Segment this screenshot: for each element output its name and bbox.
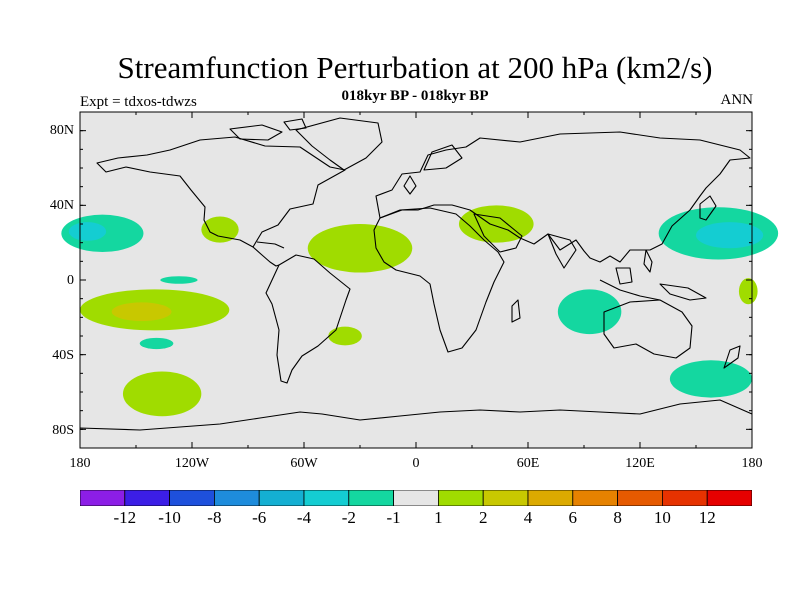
coastlines <box>79 117 753 431</box>
colorbar-box-2 <box>124 490 170 506</box>
contour-region-14 <box>122 371 202 417</box>
colorbar-label: 10 <box>653 508 671 527</box>
colorbar-box-13 <box>617 490 663 506</box>
axis-ticks <box>79 112 753 448</box>
lat-label-80s: 80S <box>52 423 74 438</box>
contour-fills <box>61 205 779 417</box>
lon-label-60w: 60W <box>290 456 318 471</box>
colorbar-box-4 <box>213 490 260 506</box>
colorbar-label: 8 <box>613 508 622 527</box>
contour-region-12 <box>328 326 362 346</box>
experiment-label: Expt = tdxos-tdwzs <box>80 94 197 110</box>
colorbar-label: -10 <box>158 508 181 527</box>
colorbar-label: -2 <box>341 508 356 527</box>
colorbar-label: -4 <box>296 508 312 527</box>
colorbar-label: 2 <box>478 508 488 527</box>
contour-region-16 <box>738 278 758 305</box>
contour-region-4 <box>307 224 413 273</box>
colorbar-label: 1 <box>434 508 443 527</box>
lon-label-60e: 60E <box>516 456 540 471</box>
season-label: ANN <box>720 92 754 108</box>
colorbar-label: -1 <box>386 508 401 527</box>
contour-region-15 <box>669 360 752 398</box>
plot-subtitle: 018kyr BP - 018kyr BP <box>341 88 489 104</box>
contour-region-7 <box>696 222 764 249</box>
colorbar-box-9 <box>437 490 484 506</box>
contour-region-8 <box>160 276 198 284</box>
lat-label-eq: 0 <box>67 273 74 288</box>
colorbar-box-15 <box>706 490 752 506</box>
colorbar-box-7 <box>348 490 394 506</box>
colorbar-box-3 <box>169 490 215 506</box>
contour-region-5 <box>458 205 534 243</box>
colorbar-label: -12 <box>113 508 137 527</box>
contour-region-2 <box>68 222 107 241</box>
colorbar-label: -6 <box>252 508 267 527</box>
colorbar-label: -8 <box>207 508 222 527</box>
colorbar-box-1 <box>80 490 126 506</box>
colorbar-box-12 <box>572 490 618 506</box>
contour-region-3 <box>201 216 239 243</box>
lon-label-180e: 180 <box>741 456 763 471</box>
colorbar-label: 4 <box>523 508 533 527</box>
colorbar-box-5 <box>258 490 305 506</box>
contour-region-13 <box>557 289 622 335</box>
colorbar-label: 12 <box>698 508 716 527</box>
lon-label-180w: 180 <box>69 456 91 471</box>
plot-title: Streamfunction Perturbation at 200 hPa (… <box>117 50 713 85</box>
colorbar-box-10 <box>482 490 529 506</box>
lon-label-0: 0 <box>412 456 420 471</box>
colorbar-label: 6 <box>568 508 578 527</box>
lon-label-120w: 120W <box>174 456 210 471</box>
colorbar-box-8 <box>393 490 439 506</box>
colorbar-box-11 <box>527 490 574 506</box>
lon-label-120e: 120E <box>625 456 655 471</box>
lat-label-40n: 40N <box>49 198 74 213</box>
lat-label-80n: 80N <box>49 123 74 138</box>
colorbar-box-6 <box>303 490 350 506</box>
colorbar-box-14 <box>662 490 708 506</box>
contour-region-11 <box>139 337 174 350</box>
colorbar <box>80 490 752 506</box>
lat-label-40s: 40S <box>52 348 74 363</box>
contour-region-10 <box>111 302 172 322</box>
